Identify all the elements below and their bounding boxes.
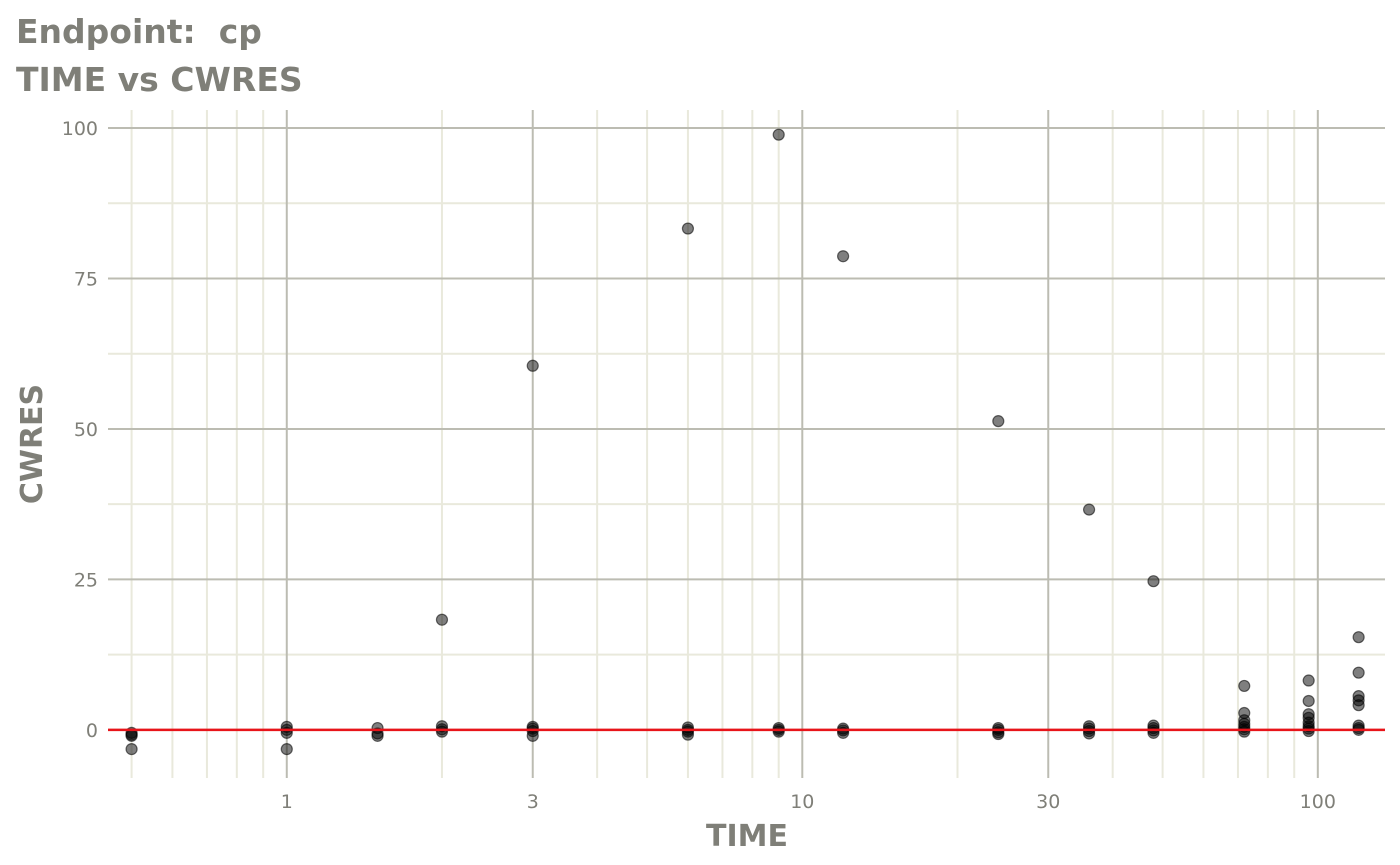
y-axis-ticks: 0 25 50 75 100 bbox=[62, 118, 98, 742]
data-point bbox=[992, 727, 1005, 741]
y-axis-label: CWRES bbox=[15, 384, 50, 504]
data-point bbox=[1302, 674, 1315, 687]
data-point bbox=[1238, 725, 1251, 738]
data-point bbox=[435, 725, 449, 738]
data-point bbox=[371, 729, 384, 742]
x-tick-label: 30 bbox=[1036, 791, 1060, 813]
chart-subtitle: TIME vs CWRES bbox=[16, 60, 303, 99]
data-point bbox=[992, 415, 1005, 428]
data-point bbox=[125, 743, 138, 756]
data-point bbox=[1082, 503, 1096, 516]
y-tick-label: 25 bbox=[74, 569, 98, 591]
x-tick-label: 3 bbox=[527, 791, 539, 813]
y-tick-label: 100 bbox=[62, 118, 98, 140]
data-point bbox=[526, 729, 539, 742]
data-point bbox=[435, 613, 449, 626]
x-tick-label: 10 bbox=[790, 791, 814, 813]
data-point bbox=[837, 250, 850, 263]
y-tick-label: 75 bbox=[74, 269, 98, 291]
data-point bbox=[280, 743, 293, 756]
data-point bbox=[1352, 631, 1365, 644]
y-tick-label: 50 bbox=[74, 419, 98, 441]
data-point bbox=[1352, 666, 1365, 679]
major-gridlines bbox=[108, 110, 1385, 778]
x-axis-label: TIME bbox=[706, 819, 788, 854]
x-tick-label: 1 bbox=[281, 791, 293, 813]
data-point bbox=[772, 128, 785, 141]
y-tick-label: 0 bbox=[86, 720, 98, 742]
data-point bbox=[1302, 694, 1315, 708]
data-point bbox=[526, 359, 539, 372]
chart-title: Endpoint: cp bbox=[16, 12, 262, 51]
data-point bbox=[125, 729, 138, 742]
data-point bbox=[1352, 699, 1365, 712]
data-point bbox=[1147, 575, 1160, 588]
data-point bbox=[772, 725, 785, 738]
minor-gridlines bbox=[108, 110, 1385, 778]
x-tick-label: 100 bbox=[1300, 791, 1336, 813]
data-point bbox=[681, 222, 695, 235]
data-point bbox=[1238, 679, 1251, 693]
data-points bbox=[125, 128, 1365, 756]
x-axis-ticks: 1 3 10 30 100 bbox=[281, 791, 1336, 813]
